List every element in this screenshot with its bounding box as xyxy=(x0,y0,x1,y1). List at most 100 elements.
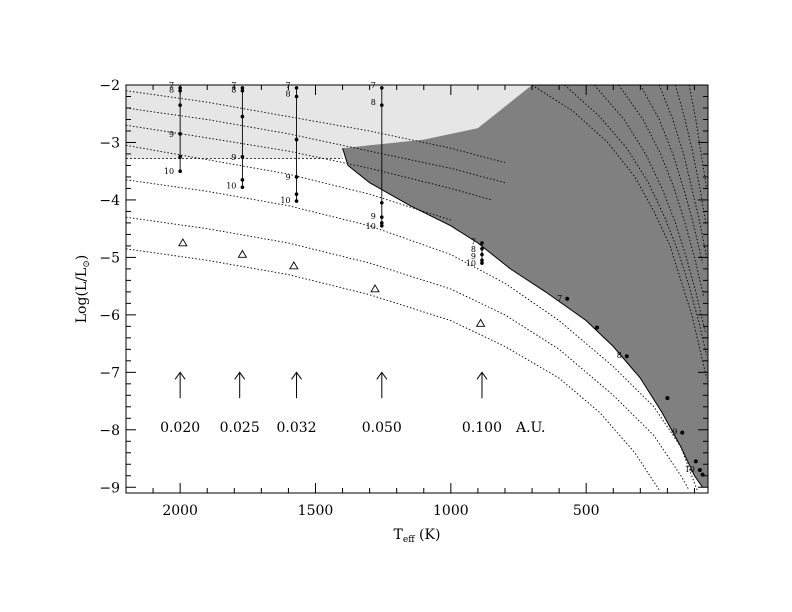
dotted-curve xyxy=(126,144,451,221)
separation-label: 0.050 xyxy=(362,420,402,436)
age-track-point xyxy=(240,86,245,90)
envelope-curve xyxy=(342,148,704,488)
axis-ticks xyxy=(125,84,708,493)
age-track-point xyxy=(294,199,299,203)
cooling-point xyxy=(565,296,570,301)
age-track-point xyxy=(240,155,245,159)
cooling-point xyxy=(665,396,670,401)
age-track-point xyxy=(480,241,484,245)
age-track-point xyxy=(294,137,299,142)
dotted-curves xyxy=(126,85,708,491)
age-track-point xyxy=(380,103,384,107)
triangle-markers xyxy=(178,238,486,327)
y-tick-label: −5 xyxy=(99,250,120,266)
cooling-point xyxy=(595,325,600,330)
age-label: 9 xyxy=(285,173,290,182)
age-label: 10 xyxy=(466,259,476,268)
dotted-curve xyxy=(618,85,705,298)
age-label: 8 xyxy=(231,86,236,95)
separation-label: 0.100 xyxy=(462,420,502,436)
cooling-point xyxy=(624,354,629,359)
age-track-point xyxy=(294,175,299,179)
age-track-point xyxy=(380,86,384,90)
x-tick-label: 2000 xyxy=(162,503,198,519)
y-tick-labels: −2 −3 −4 −5 −6 −7 −8 −9 xyxy=(99,78,120,496)
separation-arrow-head xyxy=(476,371,488,380)
y-tick-label: −6 xyxy=(99,308,120,324)
x-tick-label: 500 xyxy=(573,503,600,519)
dotted-curve xyxy=(639,85,704,264)
x-tick-labels: 2000 1500 1000 500 xyxy=(162,503,599,519)
age-track-point xyxy=(240,178,245,182)
age-label: 9 xyxy=(169,130,174,139)
age-track-point xyxy=(480,252,484,257)
y-tick-label: −3 xyxy=(99,135,120,151)
age-label: 10 xyxy=(226,182,236,191)
age-track-point xyxy=(178,169,182,173)
cooling-point xyxy=(680,430,685,435)
triangle-marker xyxy=(475,318,486,327)
age-label: 8 xyxy=(285,90,290,99)
separation-label: 0.032 xyxy=(276,420,316,436)
separation-arrow-head xyxy=(376,371,388,380)
cooling-point xyxy=(693,459,698,464)
age-label: 7 xyxy=(471,237,476,246)
boundary-lines xyxy=(126,148,704,488)
triangle-marker xyxy=(370,284,380,293)
y-axis-title: Log(L/L⊙) xyxy=(74,255,92,323)
separation-arrow-head xyxy=(234,371,246,380)
y-tick-label: −4 xyxy=(99,193,120,209)
dotted-curve xyxy=(126,248,660,491)
age-track-point xyxy=(294,94,299,99)
separation-arrow-head xyxy=(174,371,186,380)
age-label: 10 xyxy=(366,222,376,231)
age-track-point xyxy=(240,114,245,119)
age-label: 8 xyxy=(471,245,476,254)
age-track-point xyxy=(178,103,182,107)
age-track-point xyxy=(380,201,384,205)
cooling-point xyxy=(697,468,702,473)
x-axis-title: Teff (K) xyxy=(394,527,441,545)
cooling-point-label: 9 xyxy=(672,428,677,437)
triangle-marker xyxy=(289,261,299,270)
age-track-point xyxy=(240,185,245,190)
age-label: 9 xyxy=(471,252,476,261)
age-track-point xyxy=(480,246,484,251)
light-shaded-region xyxy=(126,85,532,159)
separation-unit-label: A.U. xyxy=(515,420,546,436)
cooling-point-label: 8 xyxy=(617,351,622,360)
separation-markers: 0.020 0.025 0.032 0.050 0.100 xyxy=(160,371,502,436)
y-tick-label: −2 xyxy=(99,78,120,94)
age-label: 9 xyxy=(371,212,376,221)
cooling-point-label: 7 xyxy=(557,294,562,303)
y-tick-label: −7 xyxy=(99,365,120,381)
age-track-point xyxy=(178,132,182,136)
separation-label: 0.020 xyxy=(160,420,200,436)
triangle-marker xyxy=(178,238,188,247)
age-label: 10 xyxy=(280,196,290,205)
plot-frame xyxy=(125,84,709,494)
age-track-point xyxy=(294,192,299,196)
age-track-point xyxy=(480,261,484,265)
separation-arrow-head xyxy=(291,371,302,380)
triangle-marker xyxy=(237,249,248,258)
dotted-curve xyxy=(126,107,506,184)
dotted-curve xyxy=(688,85,708,189)
x-tick-label: 1000 xyxy=(433,503,469,519)
cooling-point-label: 10 xyxy=(685,465,695,474)
age-label: 10 xyxy=(164,167,174,176)
age-track-point xyxy=(178,155,182,159)
age-track-point xyxy=(380,215,384,219)
x-tick-label: 1500 xyxy=(298,503,334,519)
age-label: 8 xyxy=(371,98,376,107)
dark-shaded-region xyxy=(342,85,708,488)
age-track-point xyxy=(380,223,384,228)
age-track-point xyxy=(480,258,484,263)
shaded-regions xyxy=(126,85,708,488)
age-label: 9 xyxy=(231,153,236,162)
dotted-curve xyxy=(675,85,707,223)
age-track-point xyxy=(294,86,299,90)
y-tick-label: −8 xyxy=(99,423,120,439)
y-tick-label: −9 xyxy=(99,480,120,496)
